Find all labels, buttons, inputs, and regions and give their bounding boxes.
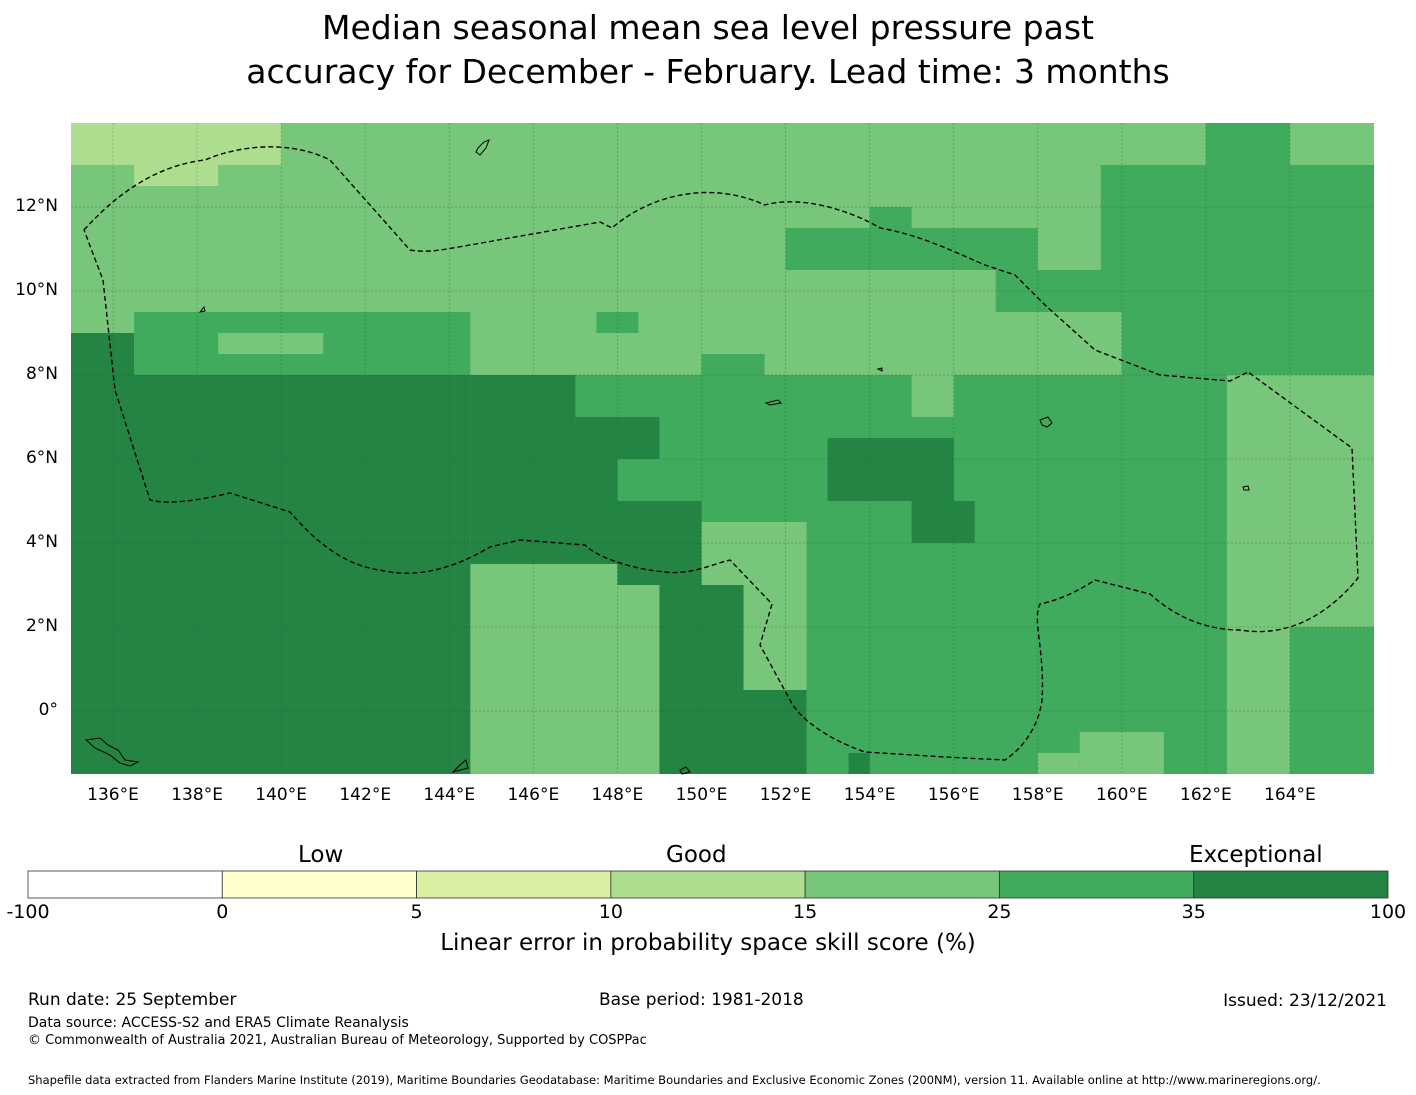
map-title: Median seasonal mean sea level pressure … bbox=[0, 6, 1416, 94]
coastlines bbox=[84, 139, 1250, 775]
skill-regions bbox=[71, 123, 1374, 774]
colorbar-tick-label: 25 bbox=[987, 901, 1012, 923]
skill-cell bbox=[785, 228, 1038, 270]
skill-cell bbox=[575, 417, 660, 459]
skill-cell bbox=[470, 417, 576, 459]
skill-cell bbox=[911, 501, 975, 543]
eez-boundary bbox=[83, 146, 1359, 761]
colorbar-tick-label: -100 bbox=[6, 901, 50, 923]
skill-cell bbox=[1226, 375, 1374, 627]
colorbar-tick-label: 0 bbox=[216, 901, 229, 923]
guam-island bbox=[475, 139, 490, 156]
latitude-label: 4°N bbox=[25, 532, 58, 552]
skill-cell bbox=[1100, 165, 1374, 270]
skill-cell bbox=[71, 165, 135, 270]
latitude-label: 12°N bbox=[15, 196, 58, 216]
skill-cell bbox=[71, 333, 135, 375]
skill-cell bbox=[743, 690, 807, 774]
skill-cell bbox=[470, 459, 618, 564]
longitude-label: 156°E bbox=[927, 785, 980, 805]
skill-cell bbox=[827, 438, 954, 501]
longitude-label: 142°E bbox=[339, 785, 392, 805]
colorbar-segment bbox=[610, 870, 806, 899]
skill-cell bbox=[1226, 627, 1290, 774]
colorbar-label: Linear error in probability space skill … bbox=[440, 930, 976, 956]
skill-cell bbox=[869, 207, 912, 228]
skill-cell bbox=[848, 753, 870, 774]
colorbar-word-low: Low bbox=[298, 842, 344, 868]
island-outline bbox=[1242, 485, 1250, 491]
run-date: Run date: 25 September bbox=[28, 990, 237, 1010]
island-outline bbox=[451, 759, 469, 773]
colorbar-tick-label: 10 bbox=[598, 901, 623, 923]
longitude-label: 162°E bbox=[1180, 785, 1232, 805]
colorbar-segment bbox=[221, 870, 417, 899]
latitude-label: 10°N bbox=[15, 280, 58, 300]
longitude-label: 138°E bbox=[171, 785, 223, 805]
skill-cell bbox=[995, 270, 1374, 312]
skill-cell bbox=[659, 585, 744, 774]
colorbar-word-good: Good bbox=[666, 842, 727, 868]
skill-cell bbox=[1205, 123, 1290, 165]
base-period: Base period: 1981-2018 bbox=[599, 990, 804, 1010]
latitude-label: 2°N bbox=[25, 616, 58, 636]
skill-cell bbox=[218, 333, 324, 354]
skill-cell bbox=[470, 375, 576, 417]
colorbar-tick-label: 35 bbox=[1181, 901, 1206, 923]
colorbar-word-exceptional: Exceptional bbox=[1189, 842, 1323, 868]
skill-cell bbox=[1121, 312, 1374, 375]
colorbar-segment bbox=[1193, 870, 1389, 899]
longitude-label: 158°E bbox=[1011, 785, 1064, 805]
colorbar-segment bbox=[804, 870, 1000, 899]
colorbar bbox=[27, 870, 1389, 899]
island-outline bbox=[764, 399, 783, 406]
longitude-label: 146°E bbox=[507, 785, 560, 805]
map-title-line1: Median seasonal mean sea level pressure … bbox=[322, 8, 1094, 47]
longitude-label: 136°E bbox=[87, 785, 139, 805]
latitude-label: 0° bbox=[38, 700, 58, 720]
longitude-label: 152°E bbox=[759, 785, 812, 805]
longitude-label: 148°E bbox=[591, 785, 644, 805]
skill-cell bbox=[1079, 732, 1164, 774]
latitude-label: 8°N bbox=[25, 364, 58, 384]
skill-cell bbox=[1037, 753, 1080, 774]
longitude-label: 144°E bbox=[423, 785, 476, 805]
island-outline bbox=[198, 305, 206, 313]
skill-cell bbox=[701, 354, 765, 375]
island-outline bbox=[679, 766, 691, 775]
skill-cell bbox=[911, 375, 954, 417]
colorbar-tick-label: 100 bbox=[1369, 901, 1407, 923]
colorbar-tick-label: 15 bbox=[793, 901, 818, 923]
map-title-line2: accuracy for December - February. Lead t… bbox=[246, 52, 1170, 91]
data-source: Data source: ACCESS-S2 and ERA5 Climate … bbox=[28, 1015, 409, 1031]
colorbar-segment bbox=[999, 870, 1195, 899]
issued-date: Issued: 23/12/2021 bbox=[1223, 991, 1387, 1011]
island-outline bbox=[876, 367, 883, 372]
longitude-label: 154°E bbox=[843, 785, 896, 805]
longitude-label: 140°E bbox=[255, 785, 308, 805]
skill-score-map bbox=[71, 123, 1374, 775]
island-outline bbox=[1039, 416, 1053, 428]
graticule bbox=[71, 123, 1374, 774]
latitude-label: 6°N bbox=[25, 448, 58, 468]
skill-cell bbox=[71, 375, 471, 774]
colorbar-segment bbox=[416, 870, 612, 899]
longitude-label: 164°E bbox=[1264, 785, 1316, 805]
palau-islands bbox=[84, 737, 140, 767]
longitude-label: 160°E bbox=[1095, 785, 1148, 805]
skill-cell bbox=[596, 312, 639, 333]
longitude-label: 150°E bbox=[675, 785, 728, 805]
colorbar-segment bbox=[27, 870, 223, 899]
shapefile-credit: Shapefile data extracted from Flanders M… bbox=[28, 1073, 1321, 1087]
copyright: © Commonwealth of Australia 2021, Austra… bbox=[28, 1033, 647, 1048]
skill-cell bbox=[134, 144, 219, 186]
colorbar-tick-label: 5 bbox=[410, 901, 423, 923]
